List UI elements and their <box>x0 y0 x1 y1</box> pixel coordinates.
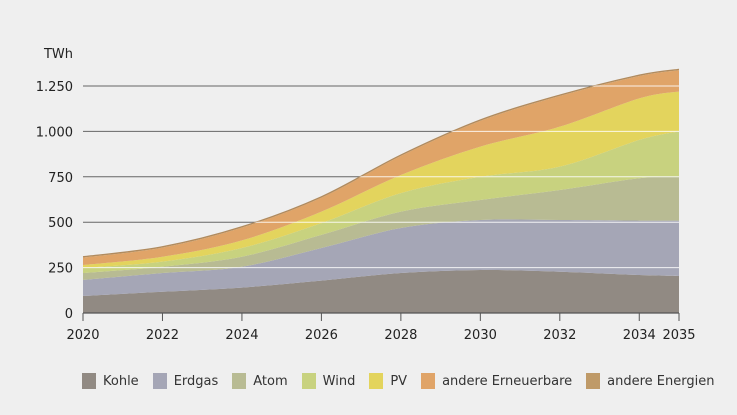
legend-swatch <box>421 373 436 389</box>
legend-label: andere Energien <box>607 373 715 389</box>
x-tick-label: 2022 <box>146 328 179 343</box>
x-tick-label: 2034 <box>623 328 656 343</box>
y-tick-label: 1.000 <box>36 125 73 140</box>
legend: Kohle Erdgas Atom Wind PV andere Erneuerbare a… <box>82 373 728 389</box>
legend-label: Atom <box>253 373 288 389</box>
legend-item: andere Energien <box>586 373 714 389</box>
area-top-outline <box>82 68 680 258</box>
x-tick-label: 2028 <box>384 328 417 343</box>
legend-swatch <box>82 373 96 389</box>
legend-label: andere Erneuerbare <box>442 373 573 389</box>
legend-item: PV <box>369 373 407 389</box>
area-atom <box>83 176 679 280</box>
legend-label: Kohle <box>103 373 139 389</box>
y-tick-label: 1.250 <box>36 80 73 95</box>
x-tick-label: 2024 <box>225 328 258 343</box>
y-tick-label: 500 <box>48 216 73 231</box>
y-tick-label: 0 <box>65 307 73 322</box>
area-andere-erneuerbare <box>83 70 679 266</box>
y-tick-label: 750 <box>48 171 73 186</box>
legend-label: Wind <box>322 373 356 389</box>
y-tick-label: 250 <box>48 262 73 277</box>
x-tick-label: 2026 <box>305 328 338 343</box>
legend-label: Erdgas <box>173 373 219 389</box>
legend-item: Kohle <box>82 373 139 389</box>
x-tick-label: 2032 <box>543 328 576 343</box>
x-tick-label: 2030 <box>464 328 497 343</box>
area-erdgas <box>83 219 679 296</box>
legend-item: Erdgas <box>152 373 219 389</box>
y-axis-unit: TWh <box>43 47 73 62</box>
x-tick-label: 2020 <box>66 328 99 343</box>
legend-item: andere Erneuerbare <box>421 373 572 389</box>
legend-label: PV <box>390 373 408 389</box>
legend-swatch <box>369 373 384 389</box>
area-wind <box>83 131 679 274</box>
area-kohle <box>83 269 679 313</box>
legend-swatch <box>232 373 247 389</box>
legend-item: Atom <box>232 373 288 389</box>
legend-swatch <box>301 373 316 389</box>
x-tick-label: 2035 <box>662 328 695 343</box>
legend-swatch <box>586 373 601 389</box>
legend-item: Wind <box>301 373 356 389</box>
legend-swatch <box>152 373 167 389</box>
area-pv <box>83 91 679 268</box>
